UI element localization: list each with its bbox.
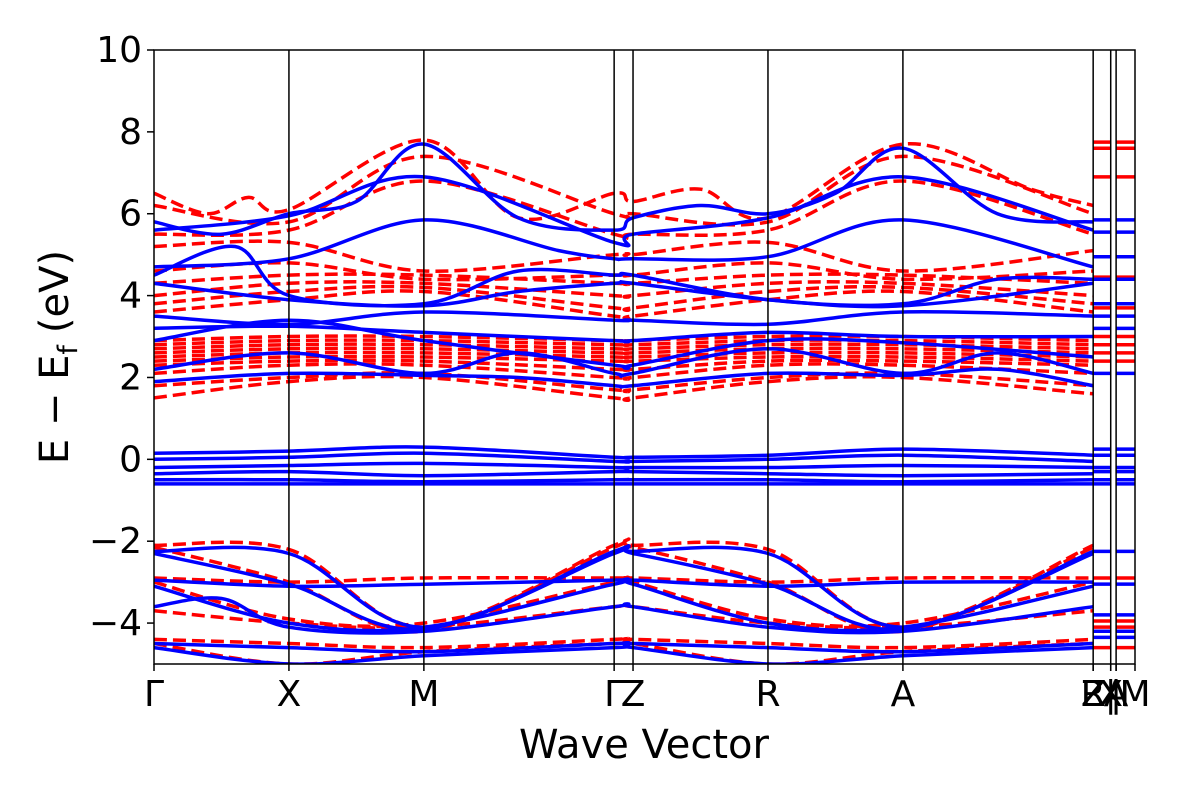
x-tick-label: Z bbox=[1081, 674, 1106, 715]
y-axis-title-unit: (eV) bbox=[32, 250, 78, 333]
x-axis-ticks: Γ X M ΓZ R A ZR|X|AM bbox=[144, 664, 1151, 715]
plot-frame bbox=[153, 49, 1136, 665]
y-tick-label: 2 bbox=[119, 357, 142, 398]
y-tick-label: 0 bbox=[119, 439, 142, 480]
solid-band-12 bbox=[154, 461, 1094, 470]
y-tick-label: 6 bbox=[119, 194, 142, 235]
dashed-band-24 bbox=[154, 636, 1094, 650]
dashed-band-12 bbox=[154, 346, 1094, 356]
y-axis-title: E − Ef (eV) bbox=[32, 250, 84, 464]
x-tick-label: X bbox=[1098, 674, 1123, 715]
dashed-band-14 bbox=[154, 354, 1094, 364]
x-tick-label: A bbox=[891, 674, 916, 715]
dashed-band-22 bbox=[154, 575, 1094, 629]
x-tick-label: Γ bbox=[604, 674, 624, 715]
high-symmetry-lines bbox=[288, 50, 1117, 664]
dashed-band-0 bbox=[154, 138, 1094, 222]
solid-band-20 bbox=[154, 596, 1094, 635]
y-tick-label: 4 bbox=[119, 276, 142, 317]
dashed-band-10 bbox=[154, 338, 1094, 347]
x-tick-label: Γ bbox=[144, 674, 164, 715]
solid-band-14 bbox=[154, 477, 1094, 484]
dashed-band-16 bbox=[154, 362, 1094, 381]
solid-band-13 bbox=[154, 469, 1094, 478]
dashed-band-6 bbox=[154, 280, 1094, 299]
dashed-band-11 bbox=[154, 342, 1094, 352]
y-tick-label: 8 bbox=[119, 112, 142, 153]
x-tick-label: | bbox=[1110, 674, 1122, 715]
solid-band-4 bbox=[154, 280, 1094, 309]
x-tick-label: M bbox=[1119, 674, 1150, 715]
x-tick-label: Z bbox=[621, 674, 646, 715]
solid-band-8 bbox=[154, 347, 1094, 378]
x-tick-label: R bbox=[1081, 674, 1106, 715]
x-tick-label: R bbox=[755, 674, 780, 715]
solid-band-2 bbox=[154, 218, 1094, 269]
x-tick-label: | bbox=[1105, 674, 1117, 715]
solid-band-9 bbox=[154, 367, 1094, 389]
x-axis-title: Wave Vector bbox=[519, 722, 770, 768]
segment-stub-lines bbox=[1093, 140, 1135, 650]
y-tick-label: −2 bbox=[89, 521, 142, 562]
x-tick-label: A bbox=[1104, 674, 1129, 715]
y-tick-label: −4 bbox=[89, 603, 142, 644]
x-tick-label: M bbox=[408, 674, 439, 715]
x-tick-label: X bbox=[277, 674, 302, 715]
y-axis-title-main: E − E bbox=[32, 355, 78, 465]
y-axis-title-subscript: f bbox=[53, 344, 84, 355]
y-tick-label: 10 bbox=[96, 30, 142, 71]
y-axis-ticks: −4 −2 0 2 4 6 8 10 bbox=[89, 30, 154, 644]
dashed-band-15 bbox=[154, 358, 1094, 373]
